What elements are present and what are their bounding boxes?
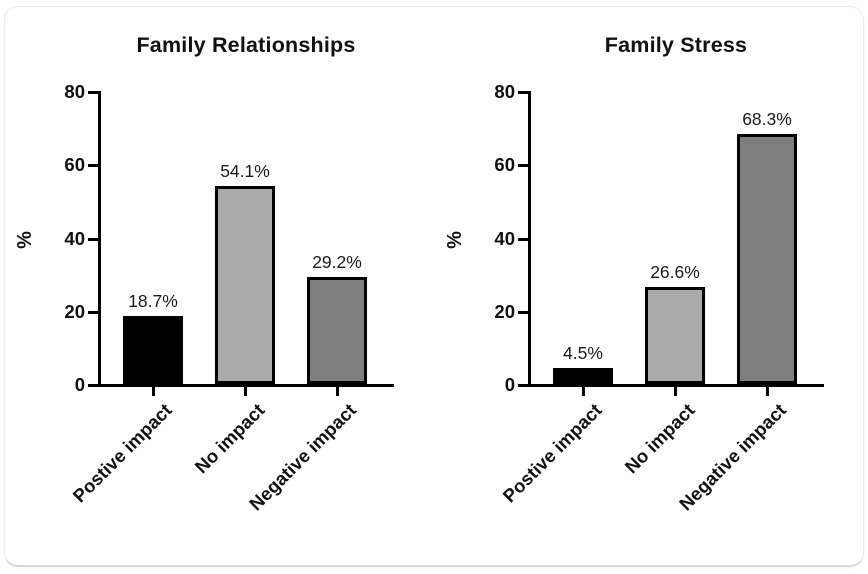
x-category-label: No impact bbox=[190, 399, 269, 478]
bar-negative-impact bbox=[307, 277, 367, 384]
y-tick-label: 80 bbox=[64, 81, 85, 102]
x-category-label: Postive impact bbox=[498, 399, 607, 507]
bar-value-label: 68.3% bbox=[742, 108, 792, 129]
y-tick bbox=[88, 237, 98, 241]
y-tick bbox=[518, 164, 528, 168]
y-tick-label: 80 bbox=[494, 81, 515, 102]
y-tick-label: 0 bbox=[504, 374, 515, 395]
plot-area: 0 20 40 60 80 18.7% Postive impact 54.1% No impa… bbox=[5, 7, 435, 563]
y-tick-label: 0 bbox=[74, 374, 85, 395]
x-tick bbox=[335, 387, 339, 396]
y-tick-label: 40 bbox=[494, 227, 515, 249]
figure-card: Family Relationships % 0 20 40 60 80 18.7% Pos… bbox=[4, 6, 864, 567]
bar-postive-impact bbox=[123, 315, 183, 384]
x-tick bbox=[151, 387, 155, 396]
x-category-label: No impact bbox=[620, 399, 699, 478]
x-tick bbox=[673, 387, 677, 396]
y-tick-label: 20 bbox=[64, 300, 85, 322]
x-category-label: Postive impact bbox=[68, 399, 177, 507]
chart-title: Family Relationships bbox=[136, 33, 356, 57]
y-tick bbox=[88, 91, 98, 94]
y-tick bbox=[518, 384, 528, 387]
bar-no-impact bbox=[215, 185, 275, 384]
x-tick bbox=[243, 387, 247, 396]
bar-value-label: 29.2% bbox=[312, 252, 362, 273]
bar-no-impact bbox=[645, 286, 705, 384]
bar-value-label: 18.7% bbox=[128, 290, 178, 311]
y-tick-label: 60 bbox=[64, 154, 85, 176]
y-tick-label: 40 bbox=[64, 227, 85, 249]
y-tick bbox=[88, 310, 98, 314]
y-axis bbox=[98, 91, 101, 387]
x-axis bbox=[528, 384, 824, 387]
bar-value-label: 4.5% bbox=[563, 342, 603, 363]
x-tick bbox=[765, 387, 769, 396]
chart-family-stress: Family Stress % 0 20 40 60 80 4.5% Postive imp… bbox=[435, 7, 865, 563]
bar-postive-impact bbox=[553, 367, 613, 384]
y-tick bbox=[518, 91, 528, 94]
y-tick bbox=[88, 384, 98, 387]
y-tick-label: 20 bbox=[494, 300, 515, 322]
y-tick bbox=[518, 237, 528, 241]
x-axis bbox=[98, 384, 394, 387]
x-tick bbox=[581, 387, 585, 396]
y-tick bbox=[518, 310, 528, 314]
plot-area: 0 20 40 60 80 4.5% Postive impact 26.6% No impac… bbox=[435, 7, 865, 563]
chart-title: Family Stress bbox=[604, 33, 748, 57]
y-tick bbox=[88, 164, 98, 168]
y-axis bbox=[528, 91, 531, 387]
bar-value-label: 54.1% bbox=[220, 160, 270, 181]
bar-negative-impact bbox=[737, 133, 797, 384]
bar-value-label: 26.6% bbox=[650, 261, 700, 282]
y-tick-label: 60 bbox=[494, 154, 515, 176]
chart-family-relationships: Family Relationships % 0 20 40 60 80 18.7% Pos… bbox=[5, 7, 435, 563]
